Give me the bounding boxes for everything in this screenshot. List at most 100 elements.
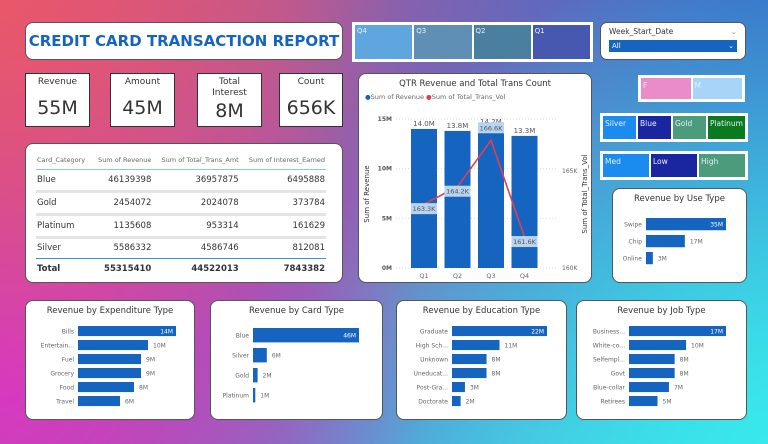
chevron-down-icon: ⌄ — [728, 42, 734, 50]
bar — [629, 340, 687, 351]
bar-chart-svg: Bills 14M Entertain... 10M Fuel 9M Grocery 9M Fo… — [41, 326, 176, 407]
line-data-label: 163.3K — [413, 205, 437, 213]
card-option[interactable]: Blue — [637, 116, 671, 139]
week-dropdown[interactable]: All ⌄ — [609, 40, 737, 52]
cell: 812081 — [292, 243, 325, 254]
bar — [646, 252, 653, 265]
card-category-slicer: Silver Blue Gold Platinum — [600, 113, 748, 142]
data-label: 8M — [492, 357, 501, 364]
bar — [629, 326, 726, 337]
data-label: 46M — [343, 333, 356, 340]
data-label: 2M — [466, 399, 475, 406]
line-data-label: 161.6K — [513, 238, 537, 246]
line-label-bg — [444, 185, 471, 197]
quarter-option[interactable]: Q2 — [473, 25, 531, 59]
report-title: CREDIT CARD TRANSACTION REPORT — [28, 32, 340, 50]
quarter-option[interactable]: Q1 — [532, 25, 590, 59]
kpi-revenue: Revenue 55M — [25, 73, 90, 127]
cell: 1135608 — [113, 220, 152, 231]
column-header[interactable]: Sum of Total_Trans_Amt — [152, 154, 240, 170]
quarter-option[interactable]: Q4 — [355, 25, 413, 59]
category-label: Gold — [235, 373, 249, 380]
chart-title: Revenue by Card Type — [249, 306, 344, 316]
column-header[interactable]: Sum of Revenue — [91, 154, 153, 170]
bar — [253, 368, 258, 383]
data-label: 10M — [691, 343, 704, 350]
line-label-bg — [478, 122, 504, 134]
data-label: 3M — [470, 385, 479, 392]
bar — [629, 368, 675, 379]
table-row: Blue 46139398 36957875 6495888 — [36, 170, 326, 190]
category-label: Post-Gra... — [417, 385, 449, 392]
y2-tick-label: 165K — [562, 168, 578, 175]
revenue-bar — [444, 130, 471, 268]
kpi-label: Total Interest — [212, 77, 247, 98]
category-label: Blue-collar — [593, 385, 625, 392]
data-label: 7M — [674, 385, 683, 392]
data-label: 17M — [690, 239, 703, 246]
bar — [253, 388, 256, 403]
cell: 2024078 — [200, 197, 239, 208]
combo-chart-svg: 0M 5M 10M 15M 160K 165K Sum of Revenue Sum of T… — [363, 116, 589, 280]
bar — [646, 235, 685, 248]
cell: 2454072 — [113, 197, 152, 208]
x-tick-label: Q3 — [486, 272, 495, 280]
bar — [253, 328, 359, 343]
card-option[interactable]: Gold — [672, 116, 706, 139]
data-label: 35M — [710, 222, 723, 229]
gender-option[interactable]: M — [692, 78, 742, 99]
legend-dot-icon: ● — [426, 93, 432, 101]
kpi-count: Count 656K — [279, 73, 343, 127]
column-header[interactable]: Sum of Interest_Earned — [239, 154, 326, 170]
data-label: 5M — [663, 399, 672, 406]
cell: 46139398 — [108, 174, 152, 185]
table-row: Platinum 1135608 953314 161629 — [36, 216, 326, 236]
bar — [78, 382, 134, 393]
data-label: 14M — [160, 329, 173, 336]
data-label: 8M — [139, 385, 148, 392]
category-label: Chip — [629, 239, 643, 246]
cell: 36957875 — [195, 174, 239, 185]
y-tick-label: 10M — [378, 166, 392, 173]
category-label: Online — [623, 256, 643, 263]
category-label: Selfempl... — [593, 357, 625, 364]
quarter-option[interactable]: Q3 — [414, 25, 472, 59]
line-label-bg — [411, 203, 437, 215]
chart-title: Revenue by Job Type — [617, 306, 706, 316]
bar — [78, 326, 176, 337]
bar — [78, 340, 148, 351]
category-label: Silver — [232, 353, 249, 360]
income-option[interactable]: Low — [651, 154, 697, 177]
y2-tick-label: 160K — [562, 265, 578, 272]
category-label: Blue — [236, 333, 250, 340]
use-type-chart: Revenue by Use Type Swipe 35M Chip 17M Online… — [612, 188, 747, 283]
cell: 4586746 — [200, 243, 239, 254]
category-label: High Sch... — [416, 343, 448, 350]
card-option[interactable]: Silver — [603, 116, 636, 139]
line-data-label: 166.6K — [480, 124, 504, 132]
income-option[interactable]: Med — [603, 154, 649, 177]
category-label: Fuel — [62, 357, 75, 364]
legend-item: Sum of Total_Trans_Vol — [431, 93, 506, 101]
category-label: Doctorate — [418, 399, 448, 406]
income-option[interactable]: High — [699, 154, 745, 177]
cell: 44522013 — [152, 258, 240, 279]
column-header[interactable]: Card_Category — [36, 154, 92, 170]
table-total-row: Total 55315410 44522013 7843382 — [36, 258, 326, 279]
gender-option[interactable]: F — [641, 78, 691, 99]
bar — [452, 340, 500, 351]
report-title-card: CREDIT CARD TRANSACTION REPORT — [25, 22, 343, 60]
category-label: Govt — [611, 371, 626, 378]
y2-axis-title: Sum of Total_Trans_Vol — [581, 154, 589, 233]
cell: 6495888 — [287, 174, 325, 185]
card-option[interactable]: Platinum — [707, 116, 745, 139]
data-label: 1M — [260, 393, 269, 400]
chart-title: Revenue by Expenditure Type — [46, 306, 174, 316]
kpi-value: 8M — [215, 100, 244, 122]
data-label: 3M — [658, 256, 667, 263]
expenditure-type-chart: Revenue by Expenditure Type Bills 14M Enter… — [25, 300, 195, 420]
kpi-label: Amount — [124, 77, 161, 87]
data-label: 8M — [492, 371, 501, 378]
category-label: Swipe — [624, 222, 642, 229]
chevron-down-icon[interactable]: ⌄ — [730, 27, 737, 36]
